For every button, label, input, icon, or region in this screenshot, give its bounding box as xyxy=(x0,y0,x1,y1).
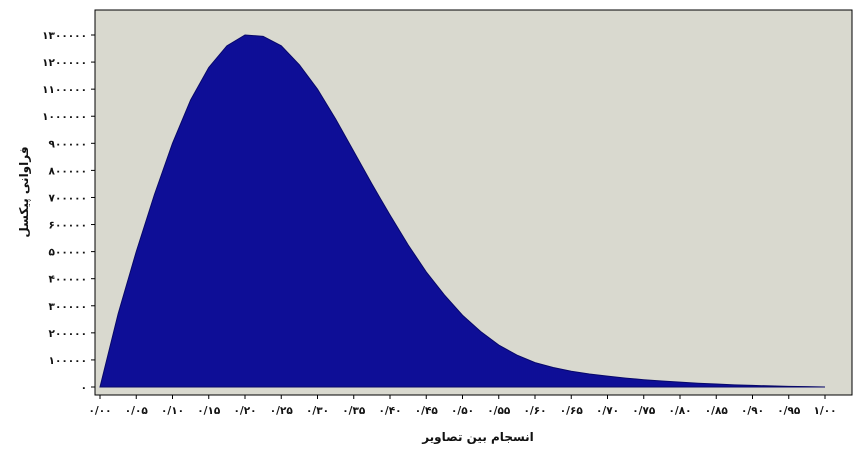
x-tick-label: ۰/۵۰ xyxy=(451,405,474,417)
y-tick-label: ۱۰۰۰۰۰۰ xyxy=(42,111,87,123)
x-tick-label: ۱/۰۰ xyxy=(813,405,836,417)
x-tick-label: ۰/۳۵ xyxy=(342,405,366,417)
x-tick-label: ۰/۲۵ xyxy=(270,405,294,417)
x-tick-label: ۰/۷۵ xyxy=(632,405,656,417)
y-tick-label: ۸۰۰۰۰۰ xyxy=(49,165,87,177)
x-tick-label: ۰/۰۰ xyxy=(88,405,111,417)
plot-area xyxy=(94,9,853,396)
y-tick-label: ۹۰۰۰۰۰ xyxy=(49,138,87,150)
x-tick-label: ۰/۰۵ xyxy=(125,405,149,417)
x-tick-label: ۰/۸۵ xyxy=(705,405,729,417)
x-tick-label: ۰/۲۰ xyxy=(233,405,256,417)
x-axis: ۰/۰۰ ۰/۰۵ ۰/۱۰ ۰/۱۵ ۰/۲۰ ۰/۲۵ ۰/۳۰ ۰/۳۵ ۰/۴۰ ۰/۴۵… xyxy=(88,395,837,417)
x-tick-label: ۰/۶۰ xyxy=(523,405,546,417)
x-tick-label: ۰/۹۵ xyxy=(777,405,801,417)
y-tick-label: ۱۲۰۰۰۰۰ xyxy=(42,57,87,69)
y-tick-label: ۷۰۰۰۰۰ xyxy=(49,192,87,204)
x-tick-label: ۰/۸۰ xyxy=(668,405,691,417)
y-tick-label: ۱۱۰۰۰۰۰ xyxy=(42,84,87,96)
y-tick-label: ۳۰۰۰۰۰ xyxy=(49,301,87,313)
y-axis-title: فراوانی پیکسل xyxy=(17,146,32,237)
y-tick-label: ۴۰۰۰۰۰ xyxy=(49,274,87,286)
y-tick-label: ۰ xyxy=(81,382,87,394)
x-tick-label: ۰/۳۰ xyxy=(306,405,329,417)
x-tick-label: ۰/۴۵ xyxy=(415,405,439,417)
x-tick-label: ۰/۶۵ xyxy=(560,405,584,417)
histogram-bars xyxy=(101,35,795,387)
x-tick-label: ۰/۵۵ xyxy=(487,405,511,417)
x-tick-label: ۰/۴۰ xyxy=(378,405,401,417)
x-tick-label: ۰/۹۰ xyxy=(741,405,764,417)
y-axis: ۰ ۱۰۰۰۰۰ ۲۰۰۰۰۰ ۳۰۰۰۰۰ ۴۰۰۰۰۰ ۵۰۰۰۰۰ ۶۰۰۰۰۰ ۷۰۰… xyxy=(42,30,95,394)
y-tick-label: ۵۰۰۰۰۰ xyxy=(49,247,87,259)
y-tick-label: ۱۰۰۰۰۰ xyxy=(49,355,87,367)
x-tick-label: ۰/۱۵ xyxy=(197,405,221,417)
x-axis-title: انسجام بین تصاویر xyxy=(421,430,534,445)
x-tick-label: ۰/۷۰ xyxy=(596,405,619,417)
y-tick-label: ۲۰۰۰۰۰ xyxy=(49,328,87,340)
y-tick-label: ۶۰۰۰۰۰ xyxy=(49,220,87,232)
x-tick-label: ۰/۱۰ xyxy=(161,405,184,417)
y-tick-label: ۱۳۰۰۰۰۰ xyxy=(42,30,87,42)
